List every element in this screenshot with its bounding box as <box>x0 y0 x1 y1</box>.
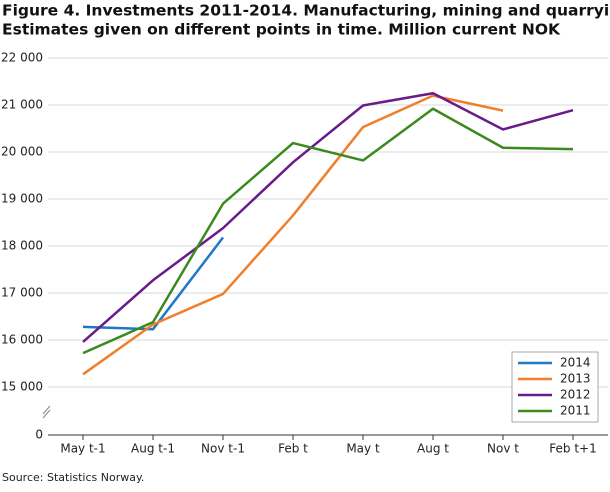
legend-label: 2014 <box>560 356 591 370</box>
x-tick-label: Aug t-1 <box>131 442 175 456</box>
x-tick-label: Nov t-1 <box>201 442 245 456</box>
y-tick-label: 22 000 <box>1 51 43 65</box>
y-tick-label: 0 <box>35 428 43 442</box>
x-tick-label: May t-1 <box>60 442 105 456</box>
legend-label: 2011 <box>560 404 591 418</box>
y-tick-label: 15 000 <box>1 380 43 394</box>
source: Source: Statistics Norway. <box>2 471 144 484</box>
series-line <box>82 107 574 355</box>
y-tick-label: 19 000 <box>1 192 43 206</box>
chart-title: Figure 4. Investments 2011-2014. Manufac… <box>2 2 610 20</box>
chart-title: Estimates given on different points in t… <box>2 21 561 39</box>
y-tick-label: 16 000 <box>1 333 43 347</box>
series-line <box>82 94 504 376</box>
axis-break <box>42 409 51 419</box>
y-tick-label: 18 000 <box>1 239 43 253</box>
x-tick-label: Feb t+1 <box>549 442 596 456</box>
legend-label: 2012 <box>560 388 591 402</box>
y-tick-label: 21 000 <box>1 98 43 112</box>
y-tick-label: 17 000 <box>1 286 43 300</box>
x-tick-label: Aug t <box>417 442 449 456</box>
x-tick-label: Feb t <box>278 442 308 456</box>
series-line <box>82 92 574 343</box>
x-tick-label: May t <box>346 442 380 456</box>
legend-label: 2013 <box>560 372 591 386</box>
x-tick-label: Nov t <box>487 442 519 456</box>
y-tick-label: 20 000 <box>1 145 43 159</box>
axis-break <box>42 405 51 415</box>
series-line <box>82 236 224 331</box>
